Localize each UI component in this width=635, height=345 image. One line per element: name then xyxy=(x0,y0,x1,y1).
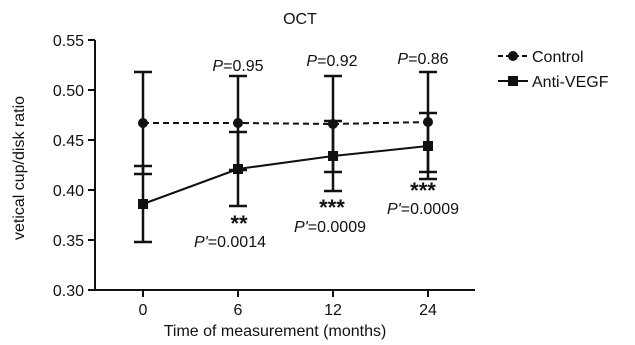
y-tick-label: 0.50 xyxy=(53,83,84,100)
legend-label: Anti-VEGF xyxy=(532,74,609,91)
p-prime-value-label: P'=0.0009 xyxy=(387,201,459,218)
y-axis-label: vetical cup/disk ratio xyxy=(11,96,28,240)
y-tick-label: 0.45 xyxy=(53,133,84,150)
legend-item: Control xyxy=(498,49,584,66)
data-point xyxy=(423,141,433,151)
legend: Control Anti-VEGF xyxy=(498,49,609,91)
significance-stars: *** xyxy=(319,195,345,220)
data-point xyxy=(328,151,338,161)
significance-stars: ** xyxy=(230,211,248,236)
x-tick-label: 6 xyxy=(234,302,243,319)
x-tick-label: 24 xyxy=(419,302,437,319)
data-point xyxy=(138,118,148,128)
y-tick-label: 0.55 xyxy=(53,33,84,50)
series-line xyxy=(142,145,429,205)
p-prime-value-label: P'=0.0009 xyxy=(294,219,366,236)
x-tick-label: 0 xyxy=(139,302,148,319)
significance-stars: *** xyxy=(410,178,436,203)
legend-label: Control xyxy=(532,49,584,66)
x-tick-label: 12 xyxy=(324,302,342,319)
p-value-label: P=0.92 xyxy=(306,53,357,70)
p-prime-value-label: P'=0.0014 xyxy=(194,234,266,251)
series-line xyxy=(143,121,429,126)
series-anti-vegf xyxy=(134,111,437,244)
y-tick-label: 0.35 xyxy=(53,233,84,250)
data-point xyxy=(138,199,148,209)
series-control xyxy=(134,70,437,176)
data-point xyxy=(233,164,243,174)
axes: 0.30 0.35 0.40 0.45 0.50 0.55 0 6 12 24 xyxy=(53,33,475,319)
data-point xyxy=(233,118,243,128)
y-tick-label: 0.40 xyxy=(53,183,84,200)
annotations: P=0.95 P=0.92 P=0.86**P'=0.0014***P'=0.000… xyxy=(194,51,459,251)
p-value-label: P=0.95 xyxy=(212,58,263,75)
p-value-label: P=0.86 xyxy=(397,51,448,68)
legend-marker xyxy=(508,76,518,86)
chart-title: OCT xyxy=(283,11,317,28)
legend-marker xyxy=(508,51,518,61)
legend-item: Anti-VEGF xyxy=(498,74,609,91)
y-tick-label: 0.30 xyxy=(53,283,84,300)
series-layer xyxy=(134,70,437,244)
x-axis-label: Time of measurement (months) xyxy=(164,323,387,340)
